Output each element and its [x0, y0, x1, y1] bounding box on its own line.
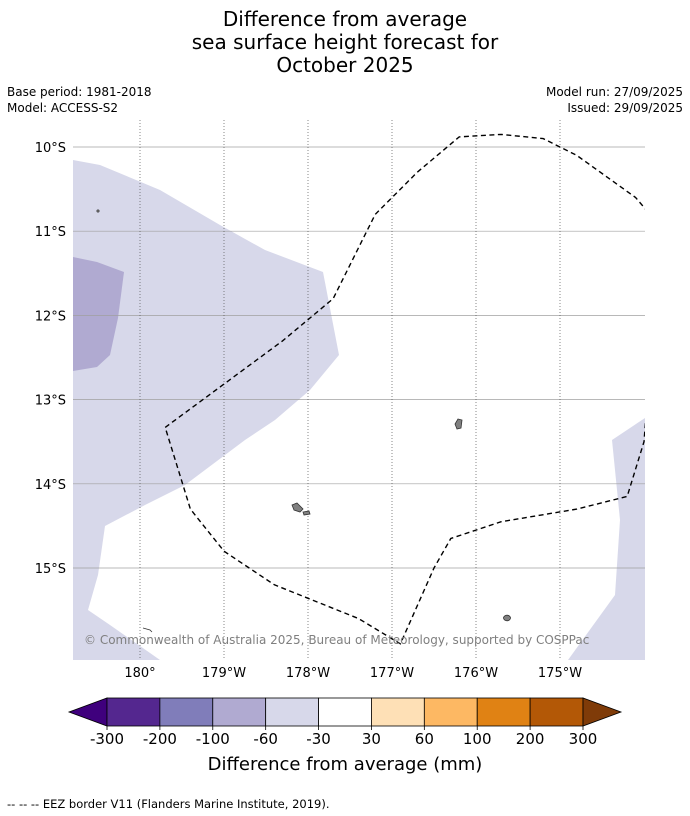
colorbar-segment [318, 697, 372, 727]
anomaly-region-mid [73, 257, 124, 371]
colorbar-tick-label: 60 [415, 730, 434, 748]
colorbar-tick-label: -30 [306, 730, 331, 748]
map-area [73, 120, 645, 660]
longitude-gridlines [139, 120, 561, 660]
longitude-tick-label: 176°W [454, 666, 498, 681]
issued-text: Issued: 29/09/2025 [567, 101, 683, 115]
title-line-1: Difference from average [222, 7, 468, 31]
latitude-tick-label: 12°S [35, 309, 66, 324]
colorbar-tick-label: -100 [196, 730, 230, 748]
latitude-tick-label: 10°S [35, 141, 66, 156]
colorbar-segment [212, 697, 267, 727]
longitude-tick-label: 179°W [202, 666, 246, 681]
eez-border [164, 133, 645, 645]
colorbar-segment [371, 697, 425, 727]
latitude-tick-label: 13°S [35, 394, 66, 409]
eez-footnote: -- -- -- EEZ border V11 (Flanders Marine… [7, 797, 330, 811]
colorbar: -300 -200 -100 -60 -30 30 60 100 200 300 [67, 697, 623, 748]
island-group-central [291, 502, 304, 513]
colorbar-extend-high [582, 697, 623, 727]
colorbar-segment [106, 697, 161, 727]
colorbar-segment [529, 697, 584, 727]
longitude-labels: 180° 179°W 178°W 177°W 176°W 175°W [124, 666, 582, 681]
longitude-tick-label: 175°W [538, 666, 582, 681]
copyright-text: © Commonwealth of Australia 2025, Bureau… [84, 633, 590, 647]
colorbar-segment [265, 697, 319, 727]
island-east-north [454, 418, 463, 430]
colorbar-tick-label: 100 [463, 730, 492, 748]
colorbar-segment [423, 697, 478, 727]
colorbar-tick-label: 300 [569, 730, 598, 748]
map-title: Difference from average sea surface heig… [0, 8, 690, 77]
anomaly-region-light-east [568, 418, 645, 660]
latitude-tick-label: 14°S [35, 478, 66, 493]
longitude-tick-label: 180° [124, 666, 155, 681]
colorbar-tick-label: -60 [253, 730, 278, 748]
colorbar-tick-label: -200 [143, 730, 177, 748]
base-period-text: Base period: 1981-2018 [7, 85, 152, 99]
island-small-west [96, 209, 100, 213]
colorbar-label: Difference from average (mm) [207, 754, 483, 775]
latitude-tick-label: 11°S [35, 225, 66, 240]
island-east-south [503, 614, 511, 622]
island-group-central-2 [302, 510, 311, 516]
title-line-3: October 2025 [276, 53, 414, 77]
colorbar-extend-low [67, 697, 108, 727]
colorbar-tick-label: -300 [90, 730, 124, 748]
meta-right: Model run: 27/09/2025 Issued: 29/09/2025 [546, 84, 683, 116]
latitude-tick-label: 15°S [35, 562, 66, 577]
longitude-tick-label: 178°W [286, 666, 330, 681]
anomaly-region-light-west [73, 160, 339, 660]
title-line-2: sea surface height forecast for [191, 30, 499, 54]
model-text: Model: ACCESS-S2 [7, 101, 119, 115]
longitude-tick-label: 177°W [370, 666, 414, 681]
latitude-gridlines [73, 146, 645, 569]
model-run-text: Model run: 27/09/2025 [545, 85, 683, 99]
island-southwest [142, 627, 153, 633]
meta-left: Base period: 1981-2018 Model: ACCESS-S2 [7, 84, 152, 116]
colorbar-tick-label: 200 [516, 730, 545, 748]
colorbar-segment [159, 697, 214, 727]
latitude-labels: 10°S 11°S 12°S 13°S 14°S 15°S [35, 141, 66, 577]
colorbar-tick-label: 30 [362, 730, 381, 748]
colorbar-segment [476, 697, 531, 727]
